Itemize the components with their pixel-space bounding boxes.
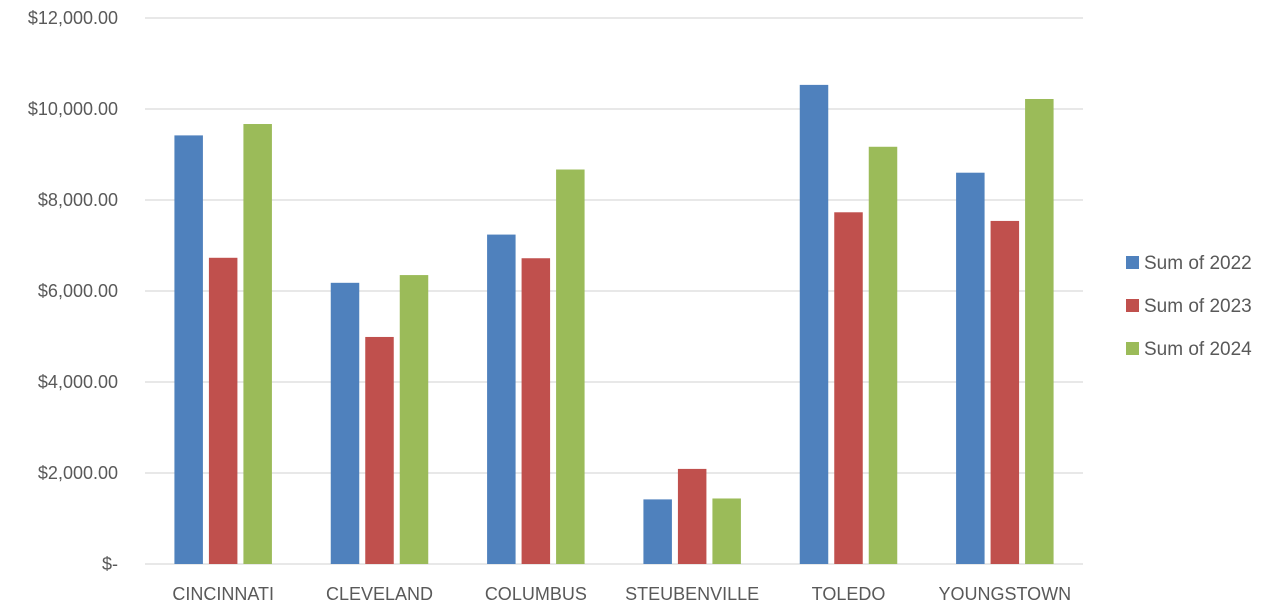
- legend-swatch: [1126, 342, 1139, 355]
- y-tick-label: $6,000.00: [38, 281, 118, 301]
- x-category-label: CINCINNATI: [172, 584, 274, 604]
- bar-sum-of-2022-youngstown: [956, 172, 985, 564]
- bar-sum-of-2023-steubenville: [677, 468, 707, 564]
- bar-sum-of-2024-cincinnati: [243, 124, 272, 564]
- bar-sum-of-2022-columbus: [487, 234, 516, 564]
- bar-sum-of-2022-steubenville: [643, 499, 672, 564]
- bar-sum-of-2024-steubenville: [712, 498, 741, 564]
- x-category-label: CLEVELAND: [326, 584, 433, 604]
- bar-sum-of-2023-cincinnati: [208, 257, 238, 564]
- bar-sum-of-2024-columbus: [556, 169, 585, 564]
- legend-swatch: [1126, 256, 1139, 269]
- bar-sum-of-2023-columbus: [521, 258, 551, 564]
- gridlines: [145, 17, 1083, 565]
- bar-sum-of-2022-cleveland: [330, 282, 360, 564]
- x-category-label: COLUMBUS: [485, 584, 587, 604]
- bar-sum-of-2023-cleveland: [365, 336, 394, 564]
- x-category-label: TOLEDO: [812, 584, 886, 604]
- bar-sum-of-2024-toledo: [868, 146, 898, 564]
- legend-swatch: [1126, 299, 1139, 312]
- y-tick-label: $8,000.00: [38, 190, 118, 210]
- x-category-label: STEUBENVILLE: [625, 584, 759, 604]
- legend-label: Sum of 2023: [1144, 296, 1252, 317]
- x-axis-category-labels: CINCINNATI CLEVELAND COLUMBUS STEUBENVILLE T…: [172, 584, 1071, 604]
- y-tick-label: $10,000.00: [28, 99, 118, 119]
- bar-sum-of-2023-youngstown: [990, 220, 1020, 564]
- y-tick-label: $-: [102, 554, 118, 574]
- legend-label: Sum of 2022: [1144, 253, 1252, 274]
- bar-sum-of-2023-toledo: [834, 212, 863, 564]
- bars: [174, 84, 1054, 565]
- y-axis-tick-labels: $- $2,000.00 $4,000.00 $6,000.00 $8,000.00 $1…: [28, 8, 118, 574]
- y-tick-label: $4,000.00: [38, 372, 118, 392]
- bar-sum-of-2022-toledo: [799, 84, 829, 564]
- x-category-label: YOUNGSTOWN: [938, 584, 1071, 604]
- y-tick-label: $12,000.00: [28, 8, 118, 28]
- y-tick-label: $2,000.00: [38, 463, 118, 483]
- legend: Sum of 2022 Sum of 2023 Sum of 2024: [1126, 253, 1252, 360]
- bar-sum-of-2022-cincinnati: [174, 135, 203, 564]
- bar-sum-of-2024-cleveland: [399, 275, 429, 564]
- legend-label: Sum of 2024: [1144, 339, 1252, 360]
- bar-sum-of-2024-youngstown: [1025, 98, 1054, 565]
